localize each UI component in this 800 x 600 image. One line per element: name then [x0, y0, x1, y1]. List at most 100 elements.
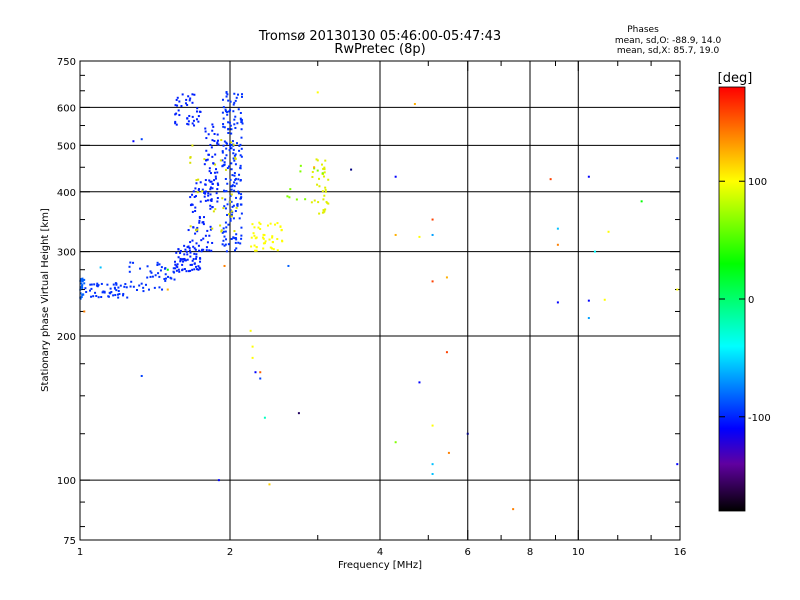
data-point [271, 236, 274, 239]
data-point [214, 208, 217, 211]
data-point [240, 128, 243, 131]
data-point [239, 118, 242, 121]
data-point [431, 218, 434, 221]
data-point [230, 162, 233, 165]
data-point [211, 182, 214, 185]
data-point [139, 267, 142, 270]
data-point [216, 197, 219, 200]
data-point [394, 233, 397, 236]
data-point [239, 117, 242, 120]
data-point [191, 122, 194, 125]
data-point [229, 194, 232, 197]
data-point [194, 209, 197, 212]
data-point [186, 117, 189, 120]
data-point [203, 190, 206, 193]
data-point [676, 157, 679, 160]
data-point [189, 156, 192, 159]
data-point [161, 288, 164, 291]
data-point [167, 275, 170, 278]
data-point [211, 241, 214, 244]
data-point [194, 187, 197, 190]
data-point [262, 242, 265, 245]
data-point [203, 216, 206, 219]
data-point [140, 374, 143, 377]
data-point [185, 270, 188, 273]
data-point [320, 163, 323, 166]
data-point [263, 242, 266, 245]
data-point [225, 250, 228, 253]
data-point [603, 298, 606, 301]
data-point [318, 212, 321, 215]
data-point [235, 96, 238, 99]
data-point [196, 226, 199, 229]
data-point [240, 147, 243, 150]
data-point [174, 263, 177, 266]
data-point [234, 210, 237, 213]
data-point [227, 99, 230, 102]
data-point [174, 122, 177, 125]
data-point [213, 171, 216, 174]
data-point [209, 225, 212, 228]
data-point [188, 114, 191, 117]
data-point [295, 198, 298, 201]
data-point [204, 130, 207, 133]
data-point [97, 296, 100, 299]
data-point [204, 192, 207, 195]
data-point [208, 170, 211, 173]
data-point [115, 289, 118, 292]
data-point [90, 287, 93, 290]
data-point [198, 221, 201, 224]
y-tick-label: 400 [57, 188, 76, 199]
colorbar-tick-label: 100 [748, 177, 767, 188]
data-point [196, 268, 199, 271]
data-point [220, 229, 223, 232]
data-point [192, 258, 195, 261]
data-point [235, 238, 238, 241]
data-point [322, 167, 325, 170]
data-point [227, 110, 230, 113]
data-point [209, 172, 212, 175]
data-point [205, 137, 208, 140]
data-point [217, 143, 220, 146]
data-point [194, 232, 197, 235]
data-point [323, 166, 326, 169]
data-point [207, 133, 210, 136]
data-point [95, 294, 98, 297]
data-point [259, 371, 262, 374]
data-point [179, 249, 182, 252]
data-point [234, 126, 237, 129]
x-tick-label: 6 [465, 547, 471, 558]
data-point [81, 293, 84, 296]
data-point [227, 121, 230, 124]
data-point [226, 182, 229, 185]
data-point [232, 143, 235, 146]
data-point [234, 157, 237, 160]
chart-subtitle: RwPretec (8p) [334, 42, 425, 57]
data-point [100, 282, 103, 285]
data-point [193, 124, 196, 127]
data-point [237, 192, 240, 195]
data-point [183, 244, 186, 247]
data-point [233, 154, 236, 157]
data-point [132, 285, 135, 288]
data-point [240, 155, 243, 158]
data-point [223, 161, 226, 164]
data-point [250, 236, 253, 239]
x-tick-label: 2 [227, 547, 233, 558]
data-point [431, 463, 434, 466]
data-point [222, 123, 225, 126]
data-point [235, 233, 238, 236]
data-point [189, 255, 192, 258]
data-point [253, 226, 256, 229]
data-point [83, 282, 86, 285]
data-point [236, 93, 239, 96]
y-axis-label: Stationary phase Virtual Height [km] [40, 208, 51, 392]
data-point [215, 168, 218, 171]
data-point [192, 119, 195, 122]
data-point [227, 213, 230, 216]
data-point [237, 190, 240, 193]
data-point [175, 98, 178, 101]
data-point [231, 185, 234, 188]
data-point [216, 171, 219, 174]
data-point [197, 265, 200, 268]
